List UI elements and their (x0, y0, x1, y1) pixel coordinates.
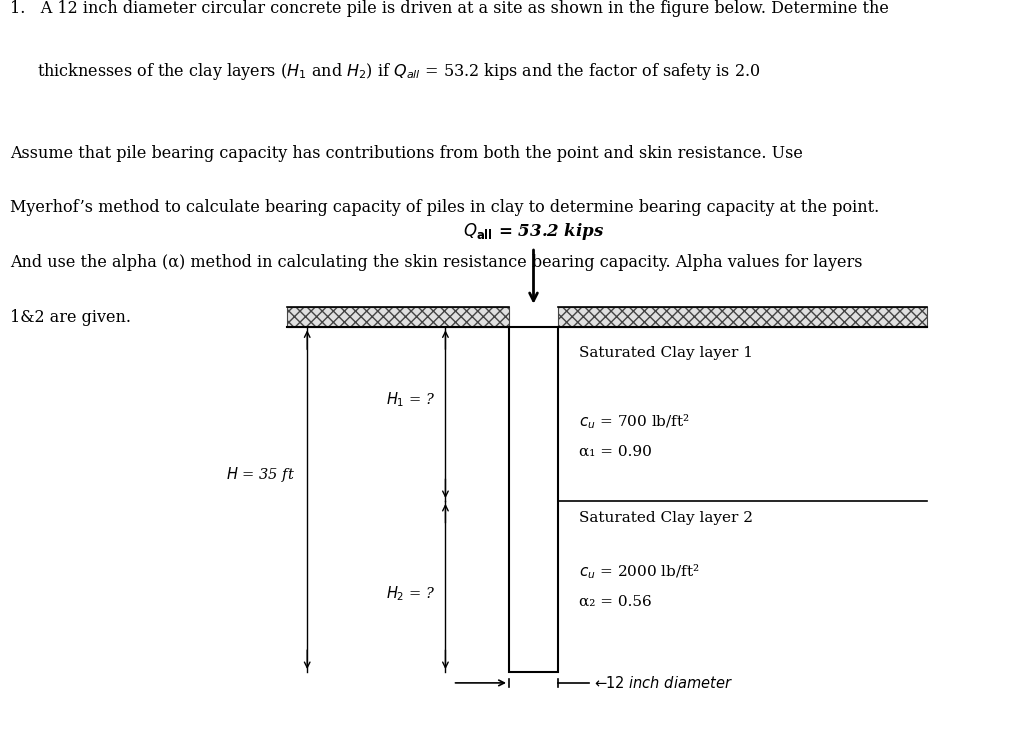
Text: α₁ = 0.90: α₁ = 0.90 (579, 445, 651, 459)
Text: $\leftarrow\!\!\mathbf{\mathit{12\ inch\ diameter}}$: $\leftarrow\!\!\mathbf{\mathit{12\ inch\… (592, 675, 733, 691)
Text: Myerhof’s method to calculate bearing capacity of piles in clay to determine bea: Myerhof’s method to calculate bearing ca… (10, 200, 880, 217)
Text: $\mathit{H}$ = 35 ft: $\mathit{H}$ = 35 ft (225, 465, 295, 485)
Text: Saturated Clay layer 2: Saturated Clay layer 2 (579, 511, 753, 525)
Text: And use the alpha (α) method in calculating the skin resistance bearing capacity: And use the alpha (α) method in calculat… (10, 254, 863, 271)
Bar (287, 307, 509, 327)
Bar (558, 307, 927, 327)
Text: $c_u$ = 700 lb/ft²: $c_u$ = 700 lb/ft² (579, 413, 689, 431)
Text: thicknesses of the clay layers ($H_1$ and $H_2$) if $Q_{all}$ = 53.2 kips and th: thicknesses of the clay layers ($H_1$ an… (37, 61, 760, 82)
Text: 1.   A 12 inch diameter circular concrete pile is driven at a site as shown in t: 1. A 12 inch diameter circular concrete … (10, 0, 889, 17)
Text: $\mathbf{\mathit{Q}_{all}}$ = 53.2 kips: $\mathbf{\mathit{Q}_{all}}$ = 53.2 kips (463, 221, 604, 242)
Text: $c_u$ = 2000 lb/ft²: $c_u$ = 2000 lb/ft² (579, 562, 699, 581)
Text: Assume that pile bearing capacity has contributions from both the point and skin: Assume that pile bearing capacity has co… (10, 144, 803, 162)
Text: α₂ = 0.56: α₂ = 0.56 (579, 594, 651, 609)
Bar (509, 327, 558, 672)
Text: $\mathit{H_1}$ = ?: $\mathit{H_1}$ = ? (386, 390, 435, 409)
Text: 1&2 are given.: 1&2 are given. (10, 309, 131, 326)
Text: Saturated Clay layer 1: Saturated Clay layer 1 (579, 346, 753, 360)
Text: $\mathit{H_2}$ = ?: $\mathit{H_2}$ = ? (386, 585, 435, 604)
